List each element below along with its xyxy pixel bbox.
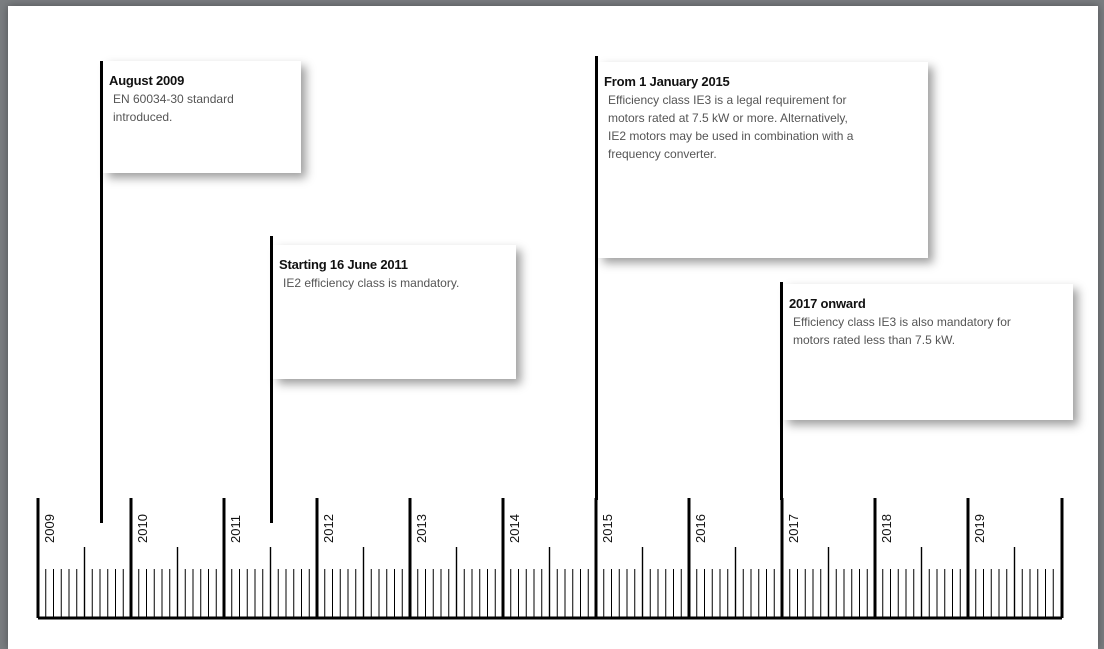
year-label: 2017 <box>786 514 801 543</box>
event-title: From 1 January 2015 <box>604 74 730 89</box>
event-description: Efficiency class IE3 is also mandatory f… <box>793 315 1011 347</box>
year-label: 2010 <box>135 514 150 543</box>
year-label: 2013 <box>414 514 429 543</box>
pole-june-2011 <box>270 236 273 523</box>
event-title: August 2009 <box>109 73 185 88</box>
event-description: EN 60034-30 standard introduced. <box>113 92 234 124</box>
pole-2017 <box>780 282 783 500</box>
year-label: 2019 <box>972 514 987 543</box>
timeline-canvas: August 2009 EN 60034-30 standard introdu… <box>8 6 1098 649</box>
event-title: Starting 16 June 2011 <box>279 257 408 272</box>
event-description: Efficiency class IE3 is a legal requirem… <box>608 93 854 161</box>
event-callout-june-2011: Starting 16 June 2011 IE2 efficiency cla… <box>273 245 516 379</box>
year-label: 2016 <box>693 514 708 543</box>
pole-january-2015 <box>595 56 598 500</box>
year-label: 2014 <box>507 514 522 543</box>
event-description: IE2 efficiency class is mandatory. <box>283 276 460 290</box>
timeline-ruler: 2009 2010 2011 2012 2013 2014 2015 2016 2017 2018… <box>36 498 1064 620</box>
year-label: 2009 <box>42 514 57 543</box>
year-label: 2018 <box>879 514 894 543</box>
year-label: 2012 <box>321 514 336 543</box>
event-callout-august-2009: August 2009 EN 60034-30 standard introdu… <box>103 61 301 173</box>
pole-august-2009 <box>100 61 103 523</box>
year-label: 2015 <box>600 514 615 543</box>
event-callout-january-2015: From 1 January 2015 Efficiency class IE3… <box>598 62 928 258</box>
event-callout-2017: 2017 onward Efficiency class IE3 is also… <box>783 284 1073 420</box>
event-title: 2017 onward <box>789 296 866 311</box>
year-label: 2011 <box>228 515 243 543</box>
